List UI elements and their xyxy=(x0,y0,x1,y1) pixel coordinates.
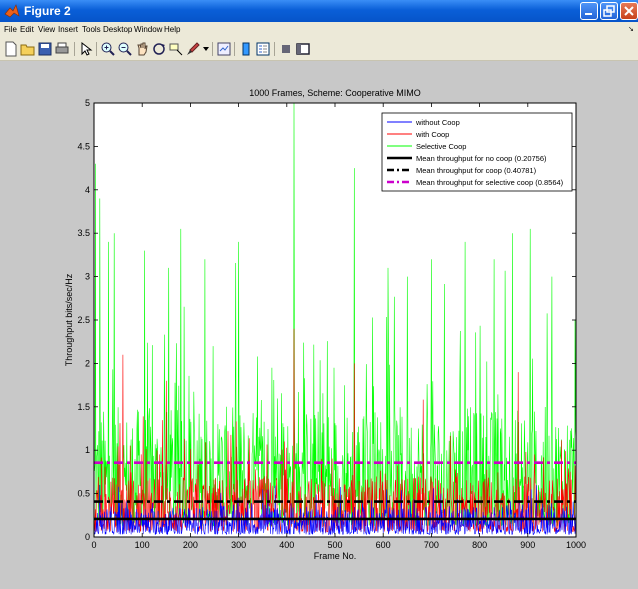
menu-tools[interactable]: Tools xyxy=(82,25,101,34)
plot-svg: 0 100 200 300 400 500 600 700 800 900 1000 0 0.5 1 1.5… xyxy=(64,88,586,561)
menu-edit[interactable]: Edit xyxy=(20,25,34,34)
menu-view[interactable]: View xyxy=(38,25,56,34)
y-tick-label: 4.5 xyxy=(77,141,90,151)
x-tick-label: 0 xyxy=(91,540,96,550)
x-tick-label: 800 xyxy=(472,540,487,550)
menu-insert[interactable]: Insert xyxy=(58,25,79,34)
x-tick-label: 300 xyxy=(231,540,246,550)
legend-icon[interactable] xyxy=(255,41,271,57)
series-line-selective-coop xyxy=(93,102,577,527)
y-tick-label: 4 xyxy=(85,185,90,195)
toolbar-separator xyxy=(74,42,75,56)
toolbar-separator xyxy=(234,42,235,56)
y-tick-label: 0 xyxy=(85,532,90,542)
y-tick-label: 0.5 xyxy=(77,489,90,499)
y-tick-label: 2 xyxy=(85,358,90,368)
data-cursor-icon[interactable] xyxy=(168,41,184,57)
title-bar[interactable]: Figure 2 xyxy=(0,0,638,22)
series-line-without-coop xyxy=(93,484,577,536)
link-plot-icon[interactable] xyxy=(216,41,232,57)
y-tick-label: 3 xyxy=(85,272,90,282)
menu-help[interactable]: Help xyxy=(164,25,181,34)
pan-icon[interactable] xyxy=(134,41,150,57)
close-button[interactable] xyxy=(620,2,638,20)
hide-plot-tools-icon[interactable] xyxy=(278,41,294,57)
menu-desktop[interactable]: Desktop xyxy=(103,25,133,34)
window-title: Figure 2 xyxy=(24,4,71,18)
y-tick-label: 2.5 xyxy=(77,315,90,325)
dropdown-arrow-icon[interactable] xyxy=(202,41,218,57)
show-plot-tools-icon[interactable] xyxy=(295,41,311,57)
matlab-logo-icon xyxy=(4,4,20,18)
minimize-icon xyxy=(585,13,592,15)
restore-button[interactable] xyxy=(600,2,618,20)
legend-box xyxy=(381,112,573,192)
edit-plot-icon[interactable] xyxy=(78,41,94,57)
toolbar-separator xyxy=(212,42,213,56)
y-tick-label: 5 xyxy=(85,98,90,108)
menu-bar: File Edit View Insert Tools Desktop Wind… xyxy=(0,22,638,38)
legend-label: with Coop xyxy=(415,130,449,139)
zoom-in-icon[interactable] xyxy=(100,41,116,57)
x-tick-label: 200 xyxy=(183,540,198,550)
save-icon[interactable] xyxy=(37,41,53,57)
x-tick-label: 700 xyxy=(424,540,439,550)
colorbar-icon[interactable] xyxy=(238,41,254,57)
x-tick-label: 100 xyxy=(135,540,150,550)
y-tick-label: 3.5 xyxy=(77,228,90,238)
minimize-button[interactable] xyxy=(580,2,598,20)
y-tick-label: 1 xyxy=(85,445,90,455)
x-tick-label: 400 xyxy=(279,540,294,550)
x-tick-label: 900 xyxy=(520,540,535,550)
menu-file[interactable]: File xyxy=(4,25,17,34)
y-axis-label: Throughput bits/sec/Hz xyxy=(64,273,74,366)
legend-label: Selective Coop xyxy=(416,142,466,151)
open-file-icon[interactable] xyxy=(20,41,36,57)
toolbar-separator xyxy=(96,42,97,56)
zoom-out-icon[interactable] xyxy=(117,41,133,57)
rotate-3d-icon[interactable] xyxy=(151,41,167,57)
legend-label: without Coop xyxy=(415,118,460,127)
chart-title: 1000 Frames, Scheme: Cooperative MIMO xyxy=(249,88,421,98)
figure-toolbar xyxy=(0,38,638,61)
dock-arrow-icon[interactable]: ↘ xyxy=(628,26,634,33)
menu-window[interactable]: Window xyxy=(134,25,163,34)
x-axis-label: Frame No. xyxy=(314,551,357,561)
x-tick-label: 1000 xyxy=(566,540,586,550)
legend-label: Mean throughput for coop (0.40781) xyxy=(416,166,537,175)
close-icon xyxy=(624,6,634,16)
restore-icon xyxy=(603,5,615,17)
new-figure-icon[interactable] xyxy=(3,41,19,57)
print-icon[interactable] xyxy=(54,41,70,57)
legend-label: Mean throughput for no coop (0.20756) xyxy=(416,154,547,163)
figure-canvas: 0 100 200 300 400 500 600 700 800 900 1000 0 0.5 1 1.5… xyxy=(0,61,638,589)
x-tick-label: 500 xyxy=(327,540,342,550)
y-tick-label: 1.5 xyxy=(77,402,90,412)
legend-label: Mean throughput for selective coop (0.85… xyxy=(416,178,564,187)
brush-icon[interactable] xyxy=(185,41,201,57)
x-tick-label: 600 xyxy=(376,540,391,550)
toolbar-separator xyxy=(274,42,275,56)
